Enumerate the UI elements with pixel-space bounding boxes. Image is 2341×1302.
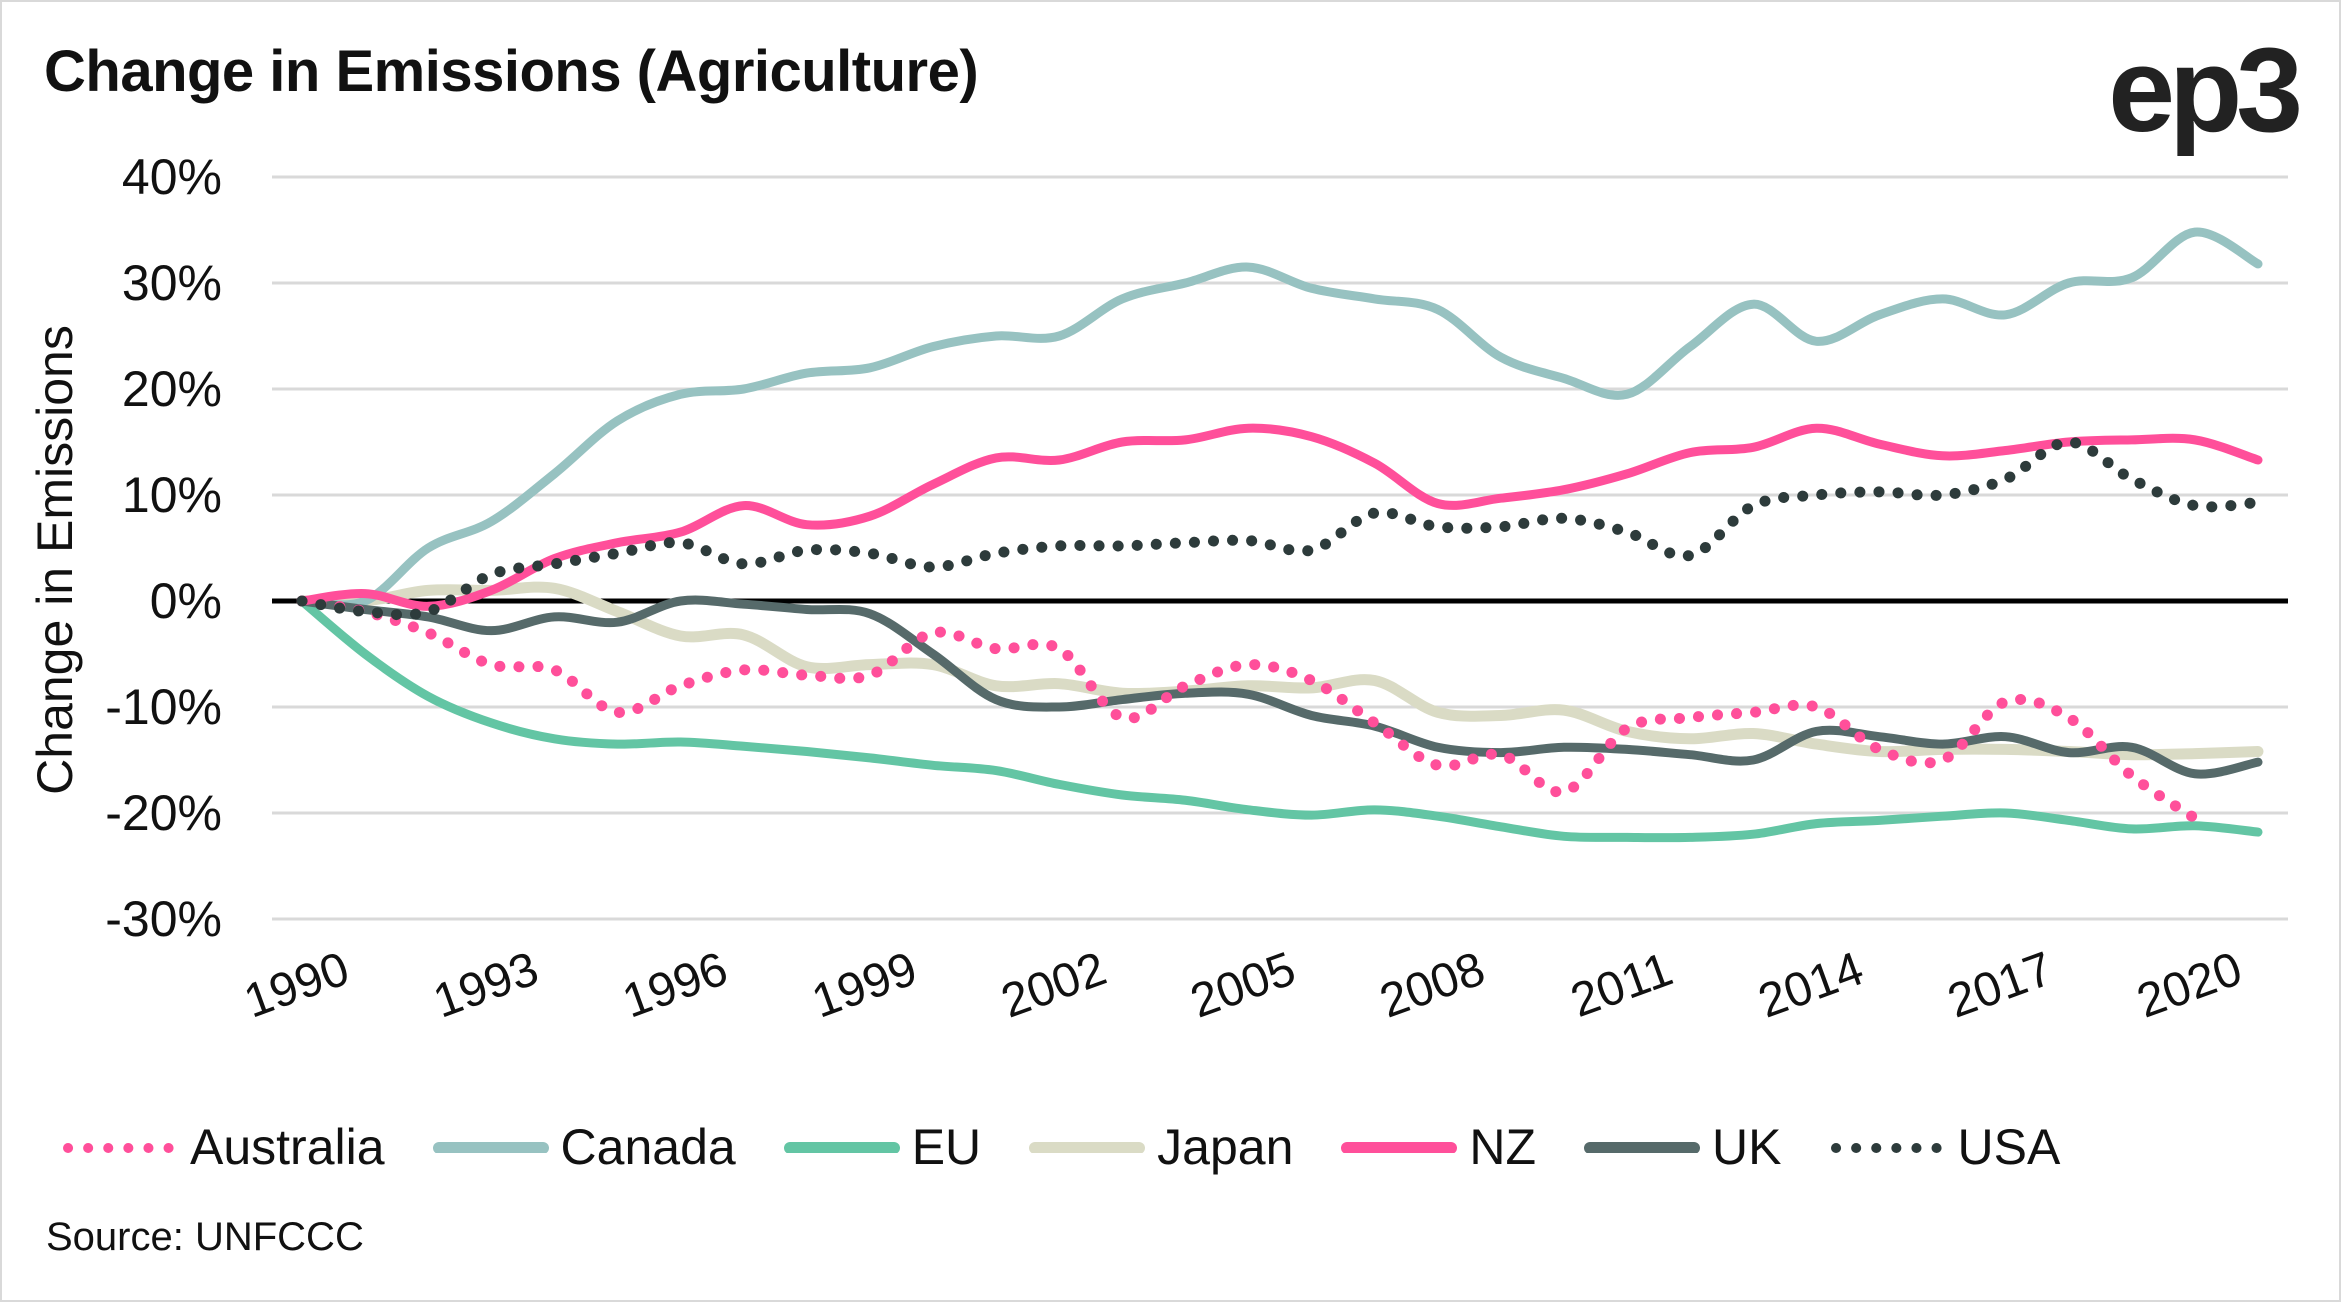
legend-label: Japan <box>1157 1119 1294 1175</box>
legend-swatch <box>1584 1142 1701 1153</box>
series-line-japan <box>296 581 2264 761</box>
legend-swatch <box>1830 1143 1945 1153</box>
series-line-usa <box>296 436 2264 621</box>
legend-swatch <box>1341 1142 1458 1153</box>
legend-label: Canada <box>560 1119 736 1175</box>
x-tick-label: 1990 <box>237 942 355 1028</box>
x-tick-label: 2011 <box>1564 943 1679 1028</box>
legend-label: UK <box>1712 1119 1782 1175</box>
legend-item-uk: UK <box>1582 1118 1782 1176</box>
x-tick-label: 2005 <box>1184 942 1302 1028</box>
x-tick-label: 2014 <box>1752 942 1870 1028</box>
legend-item-usa: USA <box>1828 1118 2061 1176</box>
y-tick-label: -20% <box>105 785 222 841</box>
y-tick-label: 10% <box>122 467 222 523</box>
ep3-logo: ep3 <box>2108 23 2303 157</box>
x-axis-ticks: 1990 1993 1996 1999 2002 2005 2008 2011 2014 2017… <box>237 942 2248 1028</box>
legend-label: USA <box>1957 1119 2061 1175</box>
y-tick-label: 0% <box>150 573 222 629</box>
series-line-australia <box>296 595 2201 824</box>
x-tick-label: 2008 <box>1373 942 1491 1028</box>
y-tick-label: 40% <box>122 149 222 205</box>
legend-swatch <box>63 1143 177 1153</box>
legend-item-eu: EU <box>782 1118 981 1176</box>
y-tick-label: 30% <box>122 255 222 311</box>
series-line-canada <box>297 227 2263 610</box>
x-tick-label: 2017 <box>1941 942 2059 1028</box>
y-tick-label: -10% <box>105 679 222 735</box>
series-line-uk <box>297 595 2263 779</box>
legend-label: Australia <box>190 1119 385 1175</box>
x-tick-label: 2002 <box>995 942 1113 1028</box>
legend-label: NZ <box>1469 1119 1537 1175</box>
y-axis-label: Change in Emissions <box>27 325 83 795</box>
chart-title: Change in Emissions (Agriculture) <box>44 39 979 104</box>
x-tick-label: 1996 <box>616 942 734 1028</box>
x-tick-label: 2020 <box>2130 942 2248 1028</box>
x-tick-label: 1999 <box>805 942 923 1028</box>
y-axis-ticks: 40% 30% 20% 10% 0% -10% -20% -30% <box>105 149 222 947</box>
y-tick-label: 20% <box>122 361 222 417</box>
legend: Australia Canada EU Japan NZ UK USA <box>60 1118 2106 1176</box>
legend-item-australia: Australia <box>60 1118 385 1176</box>
legend-item-canada: Canada <box>431 1118 736 1176</box>
legend-swatch <box>432 1142 549 1153</box>
series-line-eu <box>297 596 2263 843</box>
series-line-nz <box>297 423 2263 611</box>
legend-item-nz: NZ <box>1339 1118 1536 1176</box>
source-note: Source: UNFCCC <box>46 1215 364 1259</box>
legend-swatch <box>1029 1142 1146 1153</box>
series-lines <box>296 227 2264 843</box>
y-tick-label: -30% <box>105 891 222 947</box>
legend-item-japan: Japan <box>1027 1118 1293 1176</box>
legend-label: EU <box>911 1119 982 1175</box>
legend-swatch <box>783 1142 900 1153</box>
x-tick-label: 1993 <box>427 942 545 1028</box>
